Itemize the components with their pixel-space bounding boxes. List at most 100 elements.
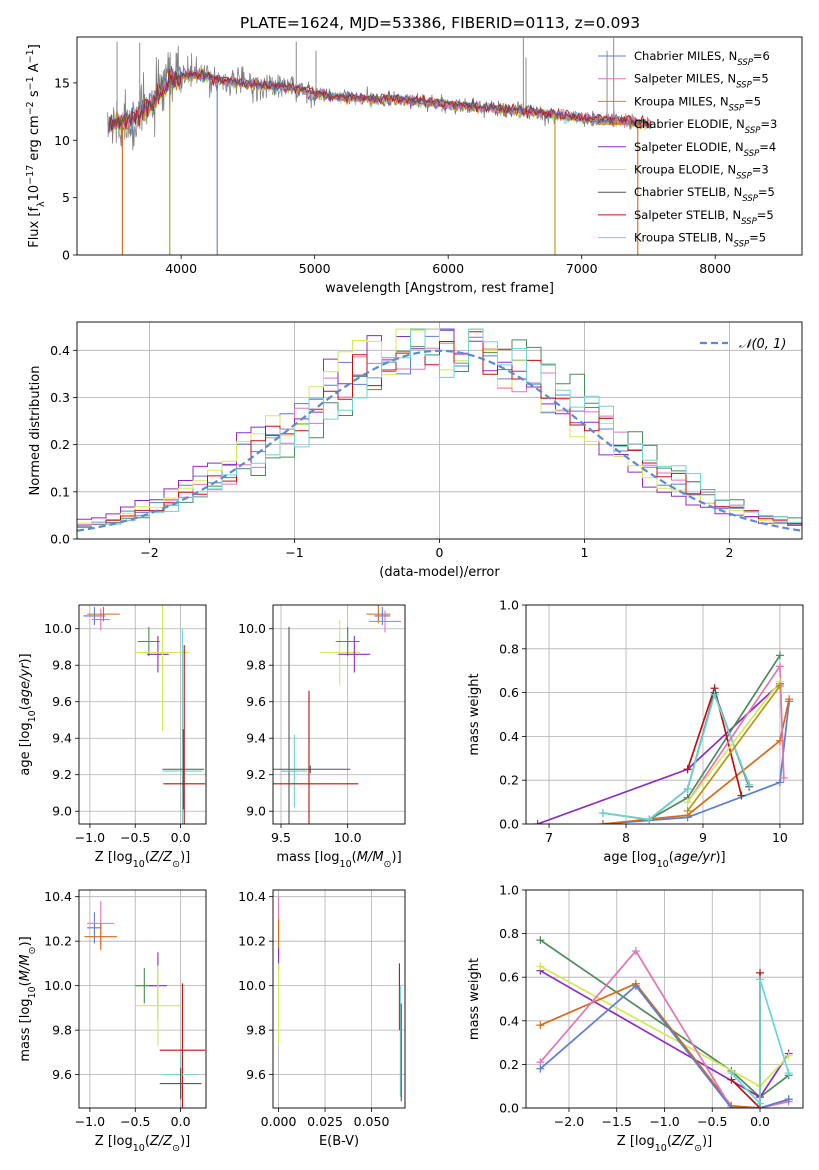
weight-marker — [598, 809, 607, 818]
label-part: λ — [36, 201, 47, 207]
panel-spectrum: 4000 5000 6000 7000 8000 0 5 10 15 PLATE=1624, MJ… — [25, 14, 803, 296]
plot-area — [107, 38, 652, 255]
y-axis-label: Flux [fλ10−17 erg cm−2 s−1 A−1] — [25, 44, 47, 248]
legend-count: =5 — [744, 94, 761, 108]
gridlines — [273, 890, 405, 1108]
x-axis-label: Z [log10(Z/Z⊙)] — [95, 850, 190, 870]
label-part: ( — [18, 705, 33, 710]
label-part: ( — [669, 850, 674, 865]
label-part: 10 — [27, 986, 38, 998]
legend-label: Salpeter STELIB, NSSP=5 — [634, 208, 774, 227]
x-tick-label: 9 — [699, 830, 707, 845]
y-tick-label: 0.4 — [499, 1013, 519, 1028]
axes: −2.0 −1.5 −1.0 −0.5 0.0 0.0 0.2 0.4 0.6 0.8 1.0 Z [… — [467, 883, 804, 1154]
label-part: )] — [18, 936, 33, 946]
label-part: −1 — [25, 49, 36, 63]
legend-label: Salpeter ELODIE, NSSP=4 — [634, 140, 776, 159]
label-part: erg cm — [27, 115, 42, 164]
x-tick-label: −2 — [140, 545, 158, 560]
y-tick-label: 9.6 — [52, 694, 72, 709]
x-tick-label: 1 — [581, 545, 589, 560]
x-tick-label: −0.5 — [697, 1114, 727, 1129]
legend-text: Salpeter ELODIE, N — [634, 140, 744, 154]
y-axis-label: Normed distribution — [28, 366, 43, 496]
label-part: −2 — [25, 101, 36, 115]
y-tick-label: 9.6 — [246, 1067, 266, 1082]
y-tick-label: 5 — [62, 190, 70, 205]
y-tick-label: 0.2 — [50, 437, 70, 452]
legend-label: Chabrier STELIB, NSSP=5 — [634, 185, 775, 204]
label-part: ( — [145, 1134, 150, 1149]
x-axis-label: Z [log10(Z/Z⊙)] — [617, 1134, 712, 1154]
error-bar-point — [319, 619, 360, 686]
legend-sub: SSP — [741, 217, 757, 227]
normal-curve — [77, 349, 802, 532]
y-tick-label: 10.2 — [238, 934, 266, 949]
y-tick-label: 0.0 — [499, 1101, 519, 1116]
y-tick-label: 0.8 — [499, 641, 519, 656]
error-bar-point — [281, 734, 308, 808]
y-tick-label: 0.6 — [499, 970, 519, 985]
error-bar-point — [374, 606, 391, 626]
legend-label: Salpeter MILES, NSSP=5 — [634, 72, 769, 91]
y-tick-label: 0 — [62, 248, 70, 263]
x-tick-label: 0.0 — [171, 1114, 191, 1129]
legend-sub: SSP — [742, 194, 758, 204]
label-part: A — [27, 63, 42, 76]
label-part: 10 — [27, 185, 42, 202]
weight-marker — [536, 1021, 545, 1030]
y-axis-label: mass weight — [467, 673, 482, 755]
legend-label: Chabrier ELODIE, NSSP=3 — [634, 117, 777, 136]
legend-label: Chabrier MILES, NSSP=6 — [634, 49, 770, 68]
weight-marker — [775, 682, 784, 691]
label-part: ⊙ — [172, 859, 180, 870]
chart-title: PLATE=1624, MJD=53386, FIBERID=0113, z=0… — [240, 14, 640, 32]
y-tick-label: 10.0 — [44, 978, 72, 993]
x-tick-label: −1 — [285, 545, 303, 560]
label-part: Flux [f — [27, 207, 42, 248]
y-tick-label: 10.4 — [44, 889, 72, 904]
x-tick-label: 2 — [726, 545, 734, 560]
label-part: mass [log — [18, 998, 33, 1061]
weight-marker — [756, 1099, 765, 1108]
x-tick-label: 10.0 — [334, 830, 362, 845]
x-tick-label: 7000 — [566, 261, 598, 276]
label-part: Z [log — [95, 850, 133, 865]
weight-marker — [775, 651, 784, 660]
axes-frame — [76, 36, 803, 256]
y-tick-label: 10.2 — [44, 934, 72, 949]
panel-mass-vs-EBV: 0.000 0.025 0.050 9.6 9.8 10.0 10.2 10.4 E(B-V) — [238, 889, 406, 1149]
legend-text: Salpeter STELIB, N — [634, 208, 741, 222]
plot-area — [84, 901, 206, 1108]
model-spectrum — [108, 71, 651, 135]
axes-frame — [272, 604, 406, 825]
error-bar-point — [159, 983, 206, 1108]
error-bar-point — [135, 965, 181, 1046]
panel-age-vs-Z: −1.0 −0.5 0.09.09.29.49.69.810.0Z [log10(Z… — [18, 604, 207, 870]
y-tick-label: 10 — [54, 133, 70, 148]
label-part: )] — [18, 653, 33, 663]
label-part: ( — [145, 850, 150, 865]
y-tick-label: 10.0 — [44, 621, 72, 636]
y-tick-label: 9.0 — [246, 804, 266, 819]
weight-line — [602, 701, 790, 824]
weight-marker — [784, 1051, 793, 1060]
x-tick-label: −1.0 — [649, 1114, 679, 1129]
error-bar-point — [338, 636, 371, 673]
legend-count: =5 — [752, 72, 769, 86]
weight-marker — [779, 774, 788, 783]
legend-label: Kroupa MILES, NSSP=5 — [634, 94, 761, 113]
weight-marker — [683, 765, 692, 774]
label-part: 10 — [340, 859, 352, 870]
histogram-step — [77, 328, 802, 527]
weight-marker — [536, 962, 545, 971]
error-bar-point — [135, 605, 190, 731]
legend-sub: SSP — [745, 126, 761, 136]
axes: −1.0 −0.5 0.09.69.810.010.210.4Z [log10(Z/… — [18, 889, 207, 1154]
label-part: )] — [715, 850, 725, 865]
weight-line — [686, 681, 781, 803]
legend-count: =4 — [759, 140, 776, 154]
x-axis-label: wavelength [Angstrom, rest frame] — [325, 281, 554, 296]
y-tick-label: 0.4 — [499, 729, 519, 744]
y-tick-label: 9.8 — [246, 1023, 266, 1038]
